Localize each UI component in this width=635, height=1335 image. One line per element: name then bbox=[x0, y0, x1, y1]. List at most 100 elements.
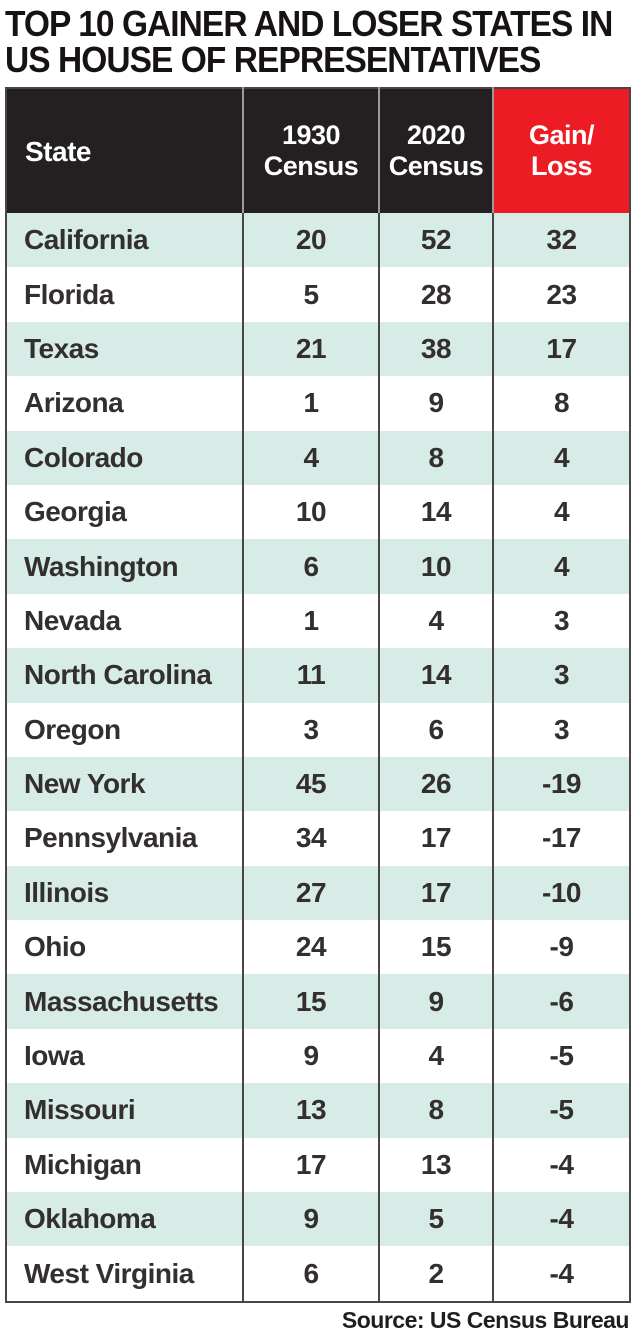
cell-1930-census: 24 bbox=[243, 920, 380, 975]
cell-state: Colorado bbox=[6, 430, 244, 485]
cell-state: Washington bbox=[6, 539, 244, 594]
page-title-line-1: TOP 10 GAINER AND LOSER STATES IN bbox=[5, 3, 613, 44]
table-row: Oregon 3 6 3 bbox=[6, 702, 630, 757]
table-row: Texas 21 38 17 bbox=[6, 321, 630, 377]
cell-state: Pennsylvania bbox=[6, 811, 244, 866]
cell-gain-loss: 3 bbox=[553, 713, 570, 745]
table-row: New York 45 26 -19 bbox=[6, 756, 630, 812]
cell-gain-loss: 3 bbox=[553, 604, 570, 636]
cell-state: California bbox=[6, 213, 244, 268]
cell-state: Illinois bbox=[6, 865, 244, 921]
cell-gain-loss: -4 bbox=[549, 1203, 574, 1235]
cell-gain-loss: -4 bbox=[549, 1257, 574, 1289]
census-table: State 1930 Census 2020 Census Gain/​Loss Ca… bbox=[5, 87, 631, 1303]
table-row: West Virginia 6 2 -4 bbox=[6, 1246, 630, 1302]
page-title-line-2: US HOUSE OF REPRESENTATIVES bbox=[5, 39, 541, 80]
table-header-row: State 1930 Census 2020 Census Gain/​Loss bbox=[6, 88, 630, 213]
cell-1930-census: 34 bbox=[243, 811, 380, 866]
cell-gain-loss: -5 bbox=[549, 1094, 574, 1126]
table-row: Georgia 10 14 4 bbox=[6, 484, 630, 540]
table-row: Colorado 4 8 4 bbox=[6, 430, 630, 485]
cell-1930-census: 1 bbox=[243, 376, 380, 431]
cell-1930-census: 3 bbox=[243, 702, 380, 757]
cell-2020-census: 17 bbox=[379, 865, 494, 921]
cell-2020-census: 2 bbox=[379, 1246, 494, 1302]
cell-1930-census: 9 bbox=[243, 1028, 380, 1084]
cell-1930-census: 17 bbox=[243, 1137, 380, 1193]
header-cell-state: State bbox=[6, 88, 244, 213]
cell-state: Massachusetts bbox=[6, 974, 244, 1029]
cell-2020-census: 38 bbox=[379, 321, 494, 377]
cell-2020-census: 28 bbox=[379, 267, 494, 322]
table-row: Iowa 9 4 -5 bbox=[6, 1028, 630, 1084]
header-cell-2020-census: 2020 Census bbox=[379, 88, 494, 213]
cell-gain-loss: -9 bbox=[549, 931, 574, 963]
cell-2020-census: 14 bbox=[379, 484, 494, 540]
cell-gain-loss: -4 bbox=[549, 1148, 574, 1180]
cell-gain-loss: 17 bbox=[546, 332, 577, 364]
table-row: Arizona 1 9 8 bbox=[6, 376, 630, 431]
cell-state: Oregon bbox=[6, 702, 244, 757]
cell-gain-loss: -10 bbox=[542, 876, 581, 908]
cell-state: Arizona bbox=[6, 376, 244, 431]
cell-1930-census: 20 bbox=[243, 213, 380, 268]
table-row: Oklahoma 9 5 -4 bbox=[6, 1192, 630, 1247]
cell-state: Ohio bbox=[6, 920, 244, 975]
cell-2020-census: 9 bbox=[379, 376, 494, 431]
cell-gain-loss: 23 bbox=[546, 278, 577, 310]
cell-2020-census: 6 bbox=[379, 702, 494, 757]
cell-gain-loss: 3 bbox=[553, 659, 570, 691]
table-row: Illinois 27 17 -10 bbox=[6, 865, 630, 921]
table-row: Michigan 17 13 -4 bbox=[6, 1137, 630, 1193]
cell-2020-census: 26 bbox=[379, 756, 494, 812]
cell-state: Iowa bbox=[6, 1028, 244, 1084]
table-row: Pennsylvania 34 17 -17 bbox=[6, 811, 630, 866]
cell-2020-census: 14 bbox=[379, 648, 494, 703]
cell-1930-census: 1 bbox=[243, 593, 380, 649]
table-row: Washington 6 10 4 bbox=[6, 539, 630, 594]
cell-2020-census: 10 bbox=[379, 539, 494, 594]
cell-1930-census: 45 bbox=[243, 756, 380, 812]
cell-state: Nevada bbox=[6, 593, 244, 649]
header-cell-1930-census: 1930 Census bbox=[243, 88, 380, 213]
header-cell-gain-loss: Gain/​Loss bbox=[493, 88, 630, 213]
cell-1930-census: 13 bbox=[243, 1083, 380, 1138]
cell-gain-loss: 32 bbox=[546, 224, 577, 256]
table-body: California 20 52 32 Florida 5 28 23 Texas 21 38 17 A… bbox=[6, 213, 630, 1302]
cell-state: Michigan bbox=[6, 1137, 244, 1193]
cell-state: Oklahoma bbox=[6, 1192, 244, 1247]
cell-gain-loss: -5 bbox=[549, 1040, 574, 1072]
cell-gain-loss: -17 bbox=[542, 822, 581, 854]
cell-2020-census: 5 bbox=[379, 1192, 494, 1247]
table-row: Ohio 24 15 -9 bbox=[6, 920, 630, 975]
cell-1930-census: 11 bbox=[243, 648, 380, 703]
cell-gain-loss: 8 bbox=[553, 387, 570, 419]
cell-2020-census: 15 bbox=[379, 920, 494, 975]
cell-1930-census: 4 bbox=[243, 430, 380, 485]
cell-2020-census: 8 bbox=[379, 430, 494, 485]
cell-1930-census: 27 bbox=[243, 865, 380, 921]
cell-state: Missouri bbox=[6, 1083, 244, 1138]
cell-gain-loss: -6 bbox=[549, 985, 574, 1017]
cell-2020-census: 9 bbox=[379, 974, 494, 1029]
cell-1930-census: 15 bbox=[243, 974, 380, 1029]
table-row: Florida 5 28 23 bbox=[6, 267, 630, 322]
cell-2020-census: 17 bbox=[379, 811, 494, 866]
cell-2020-census: 52 bbox=[379, 213, 494, 268]
cell-state: Florida bbox=[6, 267, 244, 322]
cell-gain-loss: 4 bbox=[553, 550, 570, 582]
cell-state: New York bbox=[6, 756, 244, 812]
table-row: Missouri 13 8 -5 bbox=[6, 1083, 630, 1138]
cell-1930-census: 6 bbox=[243, 539, 380, 594]
cell-2020-census: 13 bbox=[379, 1137, 494, 1193]
cell-gain-loss: 4 bbox=[553, 496, 570, 528]
source-note: Source: US Census Bureau bbox=[341, 1306, 630, 1333]
cell-1930-census: 21 bbox=[243, 321, 380, 377]
cell-gain-loss: -19 bbox=[542, 768, 581, 800]
cell-2020-census: 8 bbox=[379, 1083, 494, 1138]
cell-state: Texas bbox=[6, 321, 244, 377]
cell-1930-census: 5 bbox=[243, 267, 380, 322]
cell-2020-census: 4 bbox=[379, 1028, 494, 1084]
cell-1930-census: 9 bbox=[243, 1192, 380, 1247]
